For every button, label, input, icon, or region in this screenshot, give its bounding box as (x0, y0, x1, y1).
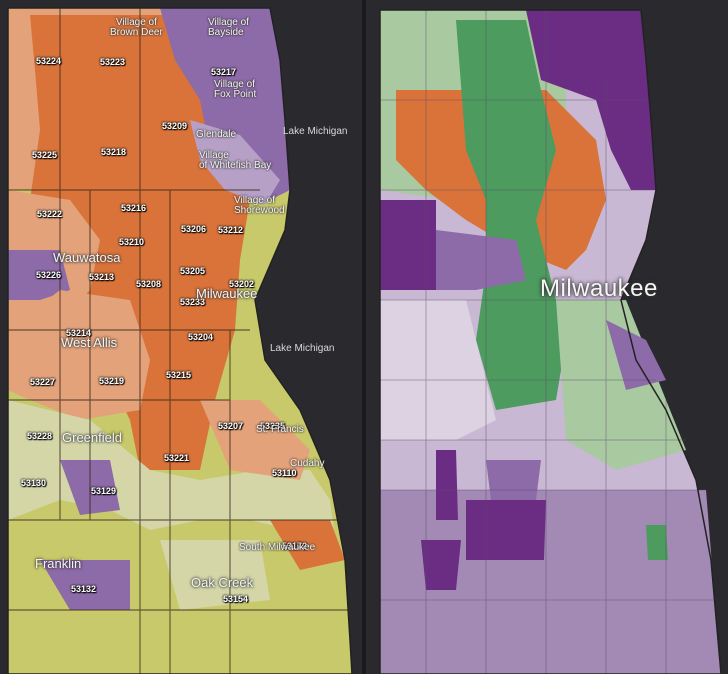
region-franklin-purple (40, 560, 130, 610)
zip-label: 53235 (260, 421, 286, 431)
place-label: South Milwaukee (239, 542, 316, 553)
city-label: Milwaukee (196, 286, 258, 301)
region-west-purple (8, 250, 70, 300)
region-shorewood (190, 120, 280, 205)
region-green-core (456, 20, 566, 410)
zip-label: 53202 (229, 279, 255, 289)
zip-label: 53216 (121, 203, 147, 213)
region-west-allis (8, 290, 150, 420)
place-label: Village of Brown Deer (110, 17, 163, 38)
lake-label: Lake Michigan (283, 126, 348, 137)
region-cudahy (200, 400, 310, 480)
city-label: Franklin (35, 556, 82, 571)
zip-label: 53233 (180, 297, 206, 307)
place-label: Glendale (196, 129, 237, 140)
zip-label: 53204 (188, 332, 214, 342)
zip-label: 53130 (21, 478, 47, 488)
region-south-milwaukee (270, 520, 345, 570)
zip-label: 53222 (37, 209, 63, 219)
region-bay-view (606, 320, 666, 390)
zip-label: 53132 (71, 584, 97, 594)
place-label: Cudahy (290, 458, 325, 469)
city-label: Milwaukee (540, 275, 658, 302)
city-label: Greenfield (62, 430, 122, 445)
zip-label: 53224 (36, 56, 62, 66)
region-southwest (380, 300, 496, 440)
left-zip-map[interactable] (0, 0, 362, 674)
zip-label: 53226 (36, 270, 62, 280)
zip-label: 53172 (282, 541, 308, 551)
zip-label: 53110 (272, 468, 297, 478)
region-south-band (380, 490, 721, 674)
zip-label: 53154 (223, 594, 249, 604)
zip-label: 53227 (30, 377, 56, 387)
zip-label: 53205 (180, 266, 206, 276)
county-outline (379, 9, 722, 674)
left-map-panel[interactable]: 53224 53223 53217 53209 53225 53218 5322… (0, 0, 362, 674)
zip-label: 53210 (119, 237, 145, 247)
region-patch (421, 540, 461, 590)
zip-label: 53209 (162, 121, 188, 131)
place-label: Village of Bayside (208, 17, 249, 38)
place-label: Village of Shorewood (234, 195, 285, 216)
lake-label: Lake Michigan (270, 343, 335, 354)
city-label: West Allis (61, 335, 118, 350)
zip-boundaries (8, 8, 350, 674)
zip-label: 53206 (181, 224, 207, 234)
zip-label: 53228 (27, 431, 53, 441)
zip-label: 53212 (218, 225, 244, 235)
zip-label: 53214 (66, 328, 92, 338)
city-label: Wauwatosa (53, 250, 121, 265)
zip-label: 53225 (32, 150, 58, 160)
region-patch (436, 450, 458, 520)
zip-label: 53217 (211, 67, 237, 77)
place-label: Village of Fox Point (214, 79, 257, 100)
region-oak-creek (160, 540, 270, 610)
zip-label: 53207 (218, 421, 244, 431)
zip-label: 53219 (99, 376, 125, 386)
region-patch (486, 460, 541, 500)
region-west-mid (436, 230, 526, 290)
region-patch (646, 525, 668, 560)
place-label: Village of Whitefish Bay (199, 150, 272, 171)
region-southeast-green (556, 300, 686, 470)
city-label: Oak Creek (191, 575, 254, 590)
region-north-shore (160, 8, 290, 200)
county-outline (7, 7, 353, 674)
tract-boundaries (380, 10, 716, 674)
region-west-purple (380, 200, 436, 290)
panel-divider (362, 0, 366, 674)
zip-label: 53208 (136, 279, 162, 289)
region-patch (466, 500, 546, 560)
zip-label: 53213 (89, 272, 115, 282)
right-map-panel[interactable]: Milwaukee (366, 0, 728, 674)
zip-label: 53223 (100, 57, 126, 67)
region-north-shore (526, 10, 656, 190)
zip-label: 53221 (164, 453, 190, 463)
zip-label: 53215 (166, 370, 192, 380)
zip-label: 53218 (101, 147, 127, 157)
place-label: St. Francis (256, 424, 304, 435)
right-tract-map[interactable] (366, 0, 728, 674)
zip-label: 53129 (91, 486, 117, 496)
